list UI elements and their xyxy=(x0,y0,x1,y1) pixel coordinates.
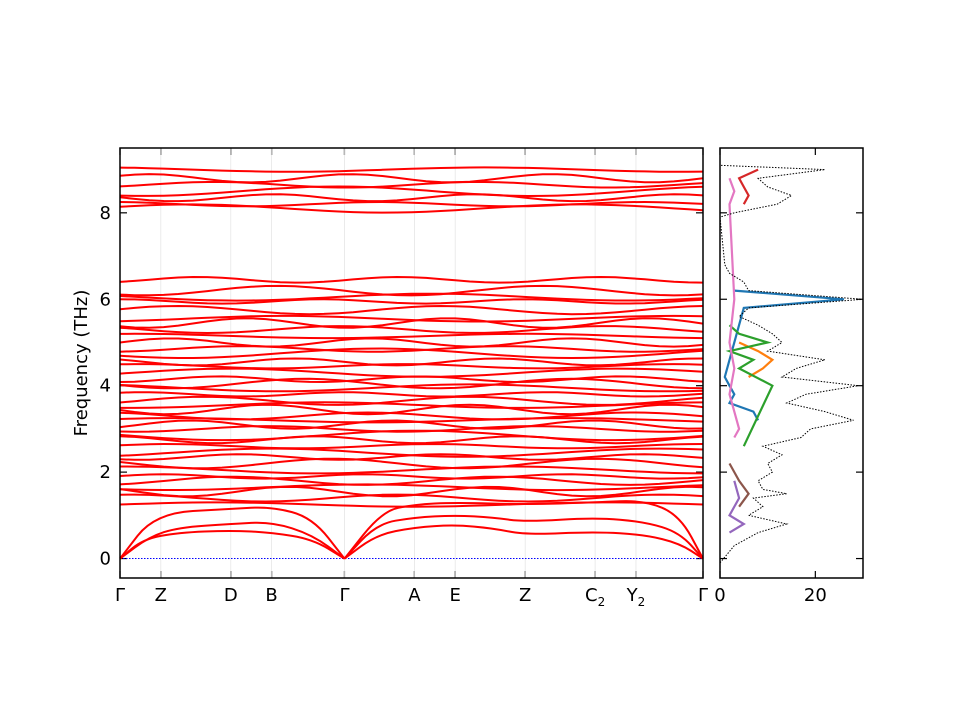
band-lines xyxy=(119,166,704,560)
optical-band xyxy=(119,173,704,184)
x-tick-label: B xyxy=(265,585,277,606)
optical-band xyxy=(119,200,704,208)
dos-x-tick-label: 20 xyxy=(804,585,827,606)
acoustic-branch xyxy=(119,506,346,560)
dos-x-tick-label: 0 xyxy=(714,585,725,606)
optical-band xyxy=(119,185,704,198)
projected-dos-curve xyxy=(728,462,750,508)
optical-band xyxy=(119,473,704,480)
band-x-ticks: Γ Z D B Γ A E Z C2 Y2 Γ xyxy=(115,148,708,609)
optical-band xyxy=(119,304,704,316)
optical-band xyxy=(119,485,704,498)
optical-band xyxy=(119,383,704,393)
optical-band xyxy=(119,193,704,203)
optical-band xyxy=(119,465,704,475)
optical-band xyxy=(119,391,704,398)
dos-axes-frame xyxy=(719,147,864,579)
projected-dos-curve xyxy=(728,177,741,439)
optical-band xyxy=(119,483,704,492)
y-tick-label: 8 xyxy=(100,203,111,224)
x-tick-label: E xyxy=(450,585,461,606)
acoustic-branch xyxy=(119,521,346,560)
x-tick-label: Γ xyxy=(698,585,708,606)
optical-band xyxy=(119,332,704,340)
x-tick-label: Y2 xyxy=(626,585,646,609)
optical-band xyxy=(119,395,704,406)
projected-dos-curve xyxy=(725,324,774,447)
x-tick-label: Γ xyxy=(339,585,349,606)
projected-dos-curve xyxy=(723,289,844,421)
dos-panel: 0 20 xyxy=(714,147,864,606)
optical-band xyxy=(119,425,704,433)
optical-band xyxy=(119,298,704,305)
projected-dos-curve xyxy=(728,480,746,534)
optical-band xyxy=(119,357,704,367)
optical-band xyxy=(119,447,704,458)
y-tick-label: 6 xyxy=(100,289,111,310)
x-tick-label: Γ xyxy=(115,585,125,606)
projected-dos-curve xyxy=(738,341,775,378)
optical-band xyxy=(119,442,704,450)
acoustic-branch xyxy=(343,514,704,560)
optical-band xyxy=(119,166,704,173)
optical-band xyxy=(119,203,704,214)
y-tick-label: 4 xyxy=(100,376,111,397)
x-tick-label: D xyxy=(224,585,238,606)
optical-band xyxy=(119,501,704,508)
x-tick-label: A xyxy=(408,585,421,606)
x-tick-label: Z xyxy=(155,585,167,606)
optical-band xyxy=(119,475,704,486)
band-structure-panel: 0 2 4 6 8 Γ Z D B Γ A E Z C2 Y2 Γ xyxy=(100,147,708,609)
y-tick-label: 2 xyxy=(100,462,111,483)
projected-dos-curve xyxy=(737,168,759,205)
y-axis-label: Frequency (THz) xyxy=(71,290,92,437)
optical-band xyxy=(119,457,704,470)
y-tick-label: 0 xyxy=(100,549,111,570)
optical-band xyxy=(119,325,704,335)
dos-lines xyxy=(719,164,864,564)
optical-band xyxy=(119,181,704,189)
optical-band xyxy=(119,275,704,284)
band-axes-frame xyxy=(119,147,704,579)
dos-ticks: 0 20 xyxy=(714,148,863,606)
optical-band xyxy=(119,284,704,297)
optical-band xyxy=(119,403,704,416)
optical-band xyxy=(119,292,704,302)
optical-band xyxy=(119,314,704,323)
optical-band xyxy=(119,435,704,445)
optical-band xyxy=(119,337,704,348)
optical-band xyxy=(119,367,704,378)
acoustic-branch xyxy=(343,524,704,560)
optical-band xyxy=(119,345,704,353)
optical-band xyxy=(119,347,704,360)
x-tick-label: Z xyxy=(519,585,531,606)
optical-band xyxy=(119,377,704,390)
optical-band xyxy=(119,411,704,421)
total-dos-curve xyxy=(719,164,864,564)
x-tick-label: C2 xyxy=(585,585,605,609)
